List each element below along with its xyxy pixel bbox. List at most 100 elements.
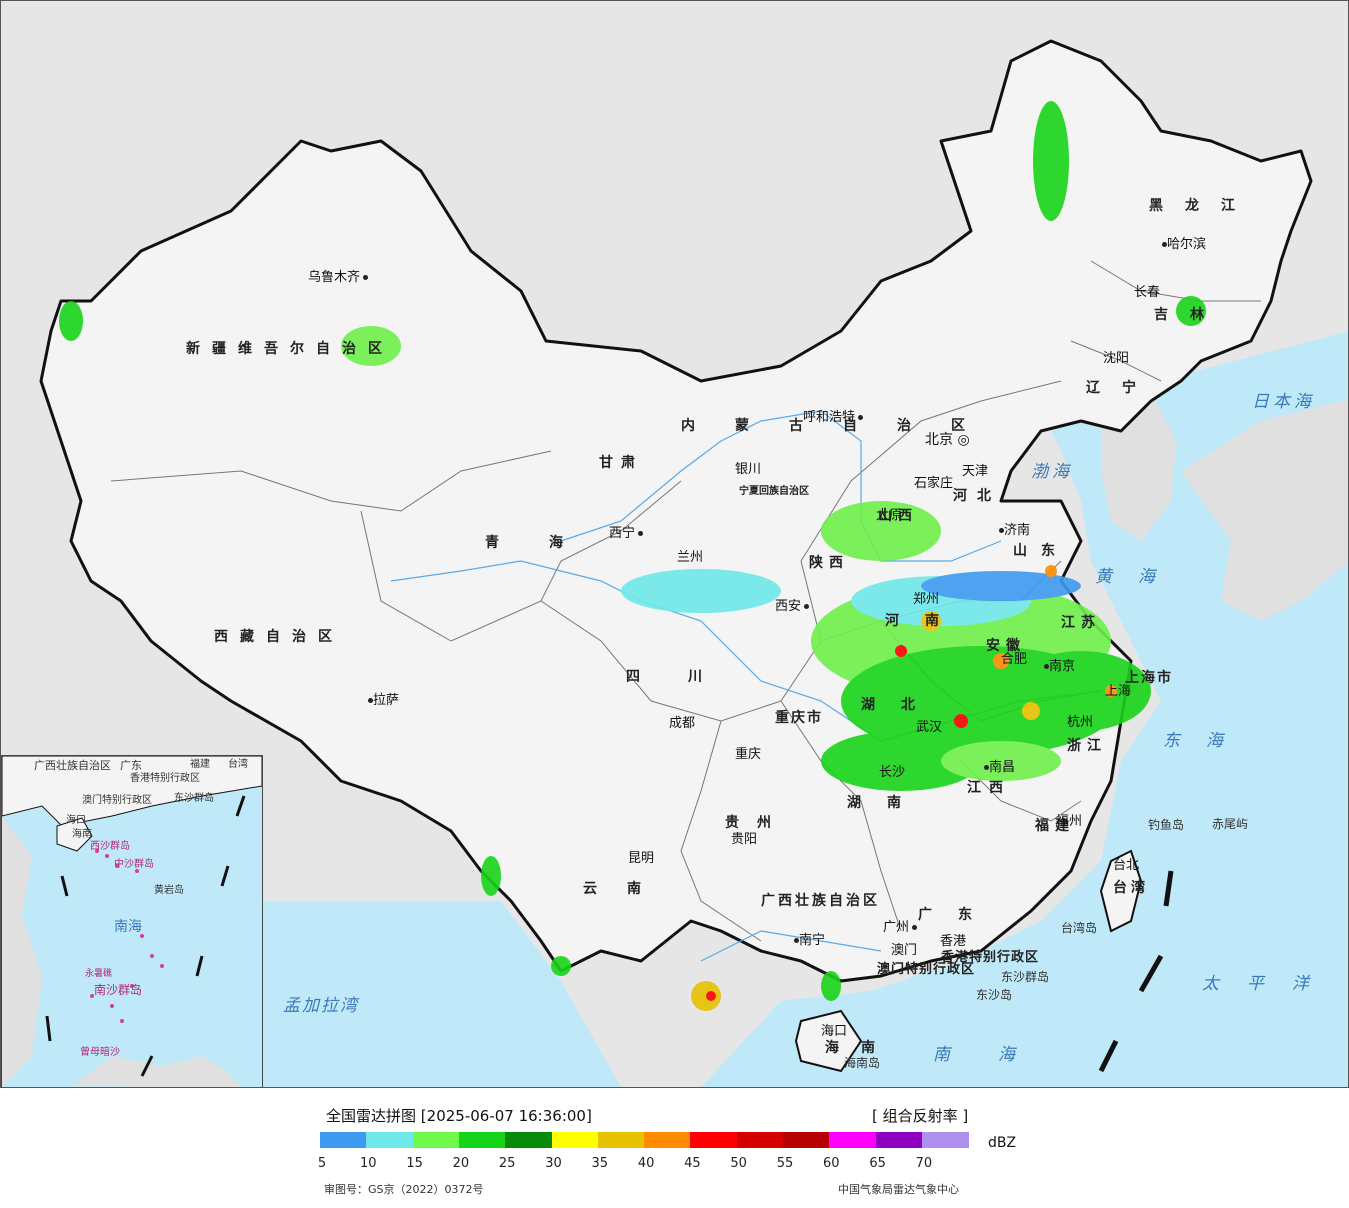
city-label-shijiazhuang: 石家庄 bbox=[914, 476, 954, 491]
city-label-nanning: 南宁 bbox=[791, 934, 825, 947]
province-label-shaanxi: 陕西 bbox=[809, 555, 849, 571]
city-label-wuhan: 武汉 bbox=[916, 720, 943, 735]
color-scale-tick-label: 65 bbox=[869, 1156, 886, 1171]
province-label-heilongjiang: 黑龙江 bbox=[1149, 198, 1257, 214]
city-label-urumqi: 乌鲁木齐 bbox=[308, 271, 369, 284]
legend-unit: dBZ bbox=[988, 1135, 1017, 1151]
city-label-shanghai: 上海 bbox=[1105, 684, 1132, 699]
city-label-changsha: 长沙 bbox=[879, 765, 906, 780]
city-label-zhengzhou: 郑州 bbox=[913, 592, 940, 607]
province-label-neimenggu: 内蒙古自治区 bbox=[681, 418, 1005, 434]
province-label-anhui: 安徽 bbox=[986, 638, 1026, 654]
taiwan-island bbox=[1099, 849, 1143, 933]
inset-label-huangyan: 黄岩岛 bbox=[154, 885, 184, 896]
south-china-sea-inset: 广西壮族自治区 广东 福建 台湾 香港特别行政区 澳门特别行政区 东沙群岛 海口… bbox=[1, 755, 263, 1087]
city-label-nanchang: 南昌 bbox=[981, 761, 1015, 774]
radar-map: 新疆维吾尔自治区 西藏自治区 青海 甘肃 内蒙古自治区 黑龙江 吉林 辽宁 河北… bbox=[0, 0, 1349, 1088]
city-label-beijing: 北京 ◎ bbox=[925, 432, 970, 448]
color-scale-tick-label: 30 bbox=[545, 1156, 562, 1171]
sea-label-japan: 日本海 bbox=[1252, 392, 1315, 412]
color-scale-swatch bbox=[736, 1132, 784, 1148]
map-canvas bbox=[39, 39, 1348, 1087]
island-label-chiwei: 赤尾屿 bbox=[1212, 817, 1249, 831]
color-scale-tick-label: 20 bbox=[452, 1156, 470, 1171]
inset-label-macau: 澳门特别行政区 bbox=[82, 795, 152, 806]
province-label-jilin: 吉林 bbox=[1154, 307, 1226, 323]
boundary-dashes bbox=[1098, 870, 1174, 1073]
color-scale-swatch bbox=[458, 1132, 506, 1148]
legend-title: 全国雷达拼图 [2025-06-07 16:36:00] bbox=[326, 1107, 592, 1125]
province-label-ningxia: 宁夏回族自治区 bbox=[739, 486, 809, 497]
inset-label-yongshu: 永暑礁 bbox=[85, 969, 113, 979]
city-label-changchun: 长春 bbox=[1134, 285, 1161, 300]
color-scale-swatch bbox=[366, 1132, 414, 1148]
province-label-gansu: 甘肃 bbox=[599, 455, 643, 471]
province-label-chongqing: 重庆市 bbox=[775, 710, 823, 726]
inset-label-taiwan: 台湾 bbox=[228, 759, 248, 770]
city-label-xining: 西宁 bbox=[609, 527, 644, 540]
color-scale-swatch bbox=[412, 1132, 460, 1148]
color-scale-tick-label: 60 bbox=[823, 1156, 840, 1171]
review-number: 审图号：GS京（2022）0372号 bbox=[324, 1183, 484, 1196]
color-scale-swatch bbox=[829, 1132, 877, 1148]
color-scale-tick-label: 25 bbox=[498, 1156, 516, 1171]
color-scale-swatch bbox=[690, 1132, 738, 1148]
city-label-guiyang: 贵阳 bbox=[731, 832, 758, 847]
bay-of-bengal bbox=[201, 901, 621, 1087]
sea-label-donghai: 东海 bbox=[1163, 731, 1249, 751]
inset-label-hainan: 海南 bbox=[72, 829, 92, 840]
city-label-kunming: 昆明 bbox=[628, 851, 655, 866]
city-label-lhasa: 拉萨 bbox=[365, 694, 399, 707]
radar-echoes bbox=[59, 101, 1206, 1011]
city-label-haikou: 海口 bbox=[821, 1024, 848, 1039]
province-label-hunan: 湖南 bbox=[847, 795, 927, 811]
city-label-nanjing: 南京 bbox=[1041, 660, 1075, 673]
color-scale-swatch bbox=[783, 1132, 830, 1148]
inset-label-guangxi: 广西壮族自治区 bbox=[34, 759, 111, 772]
color-scale-swatch bbox=[551, 1132, 599, 1148]
inset-label-xisha: 西沙群岛 bbox=[90, 841, 130, 852]
inset-label-dongsha: 东沙群岛 bbox=[174, 793, 214, 804]
inset-label-haikou: 海口 bbox=[66, 815, 86, 826]
province-label-jiangsu: 江苏 bbox=[1061, 615, 1101, 631]
hainan-island bbox=[794, 1009, 863, 1073]
color-scale-swatch bbox=[875, 1132, 923, 1148]
inset-label-nanhai: 南海 bbox=[114, 919, 142, 935]
inset-label-nansha: 南沙群岛 bbox=[94, 983, 143, 997]
city-label-hohhot: 呼和浩特 bbox=[803, 411, 864, 424]
island-label-taiwan: 台湾岛 bbox=[1061, 921, 1098, 935]
province-label-fujian: 福建 bbox=[1035, 818, 1075, 834]
city-label-guangzhou: 广州 bbox=[883, 921, 918, 934]
city-label-hangzhou: 杭州 bbox=[1067, 715, 1094, 730]
color-scale-tick-label: 45 bbox=[684, 1156, 701, 1171]
province-label-guizhou: 贵州 bbox=[725, 815, 789, 831]
city-label-taipei: 台北 bbox=[1113, 858, 1140, 873]
color-scale-tick-label: 55 bbox=[776, 1156, 794, 1171]
city-label-fuzhou: 福州 bbox=[1056, 814, 1083, 829]
inset-label-zhongsha: 中沙群岛 bbox=[114, 859, 154, 870]
color-scale-tick-label: 70 bbox=[915, 1156, 933, 1171]
province-label-shanghai: 上海市 bbox=[1125, 670, 1173, 686]
color-scale-tick-label: 40 bbox=[637, 1156, 655, 1171]
province-label-xizang: 西藏自治区 bbox=[214, 629, 344, 645]
color-scale-swatch bbox=[320, 1132, 367, 1148]
province-label-henan: 河南 bbox=[885, 613, 965, 629]
province-label-qinghai: 青海 bbox=[485, 535, 613, 551]
inset-canvas bbox=[2, 756, 262, 1087]
island-label-dongsha: 东沙岛 bbox=[976, 988, 1013, 1002]
province-label-taiwan: 台湾 bbox=[1113, 880, 1149, 896]
city-label-yinchuan: 银川 bbox=[735, 462, 762, 477]
city-label-harbin: 哈尔滨 bbox=[1159, 238, 1206, 251]
sea-label-huanghai: 黄海 bbox=[1095, 567, 1181, 587]
sea-label-bohai: 渤海 bbox=[1031, 462, 1073, 482]
legend-panel: 全国雷达拼图 [2025-06-07 16:36:00] [ 组合反射率 ] 5… bbox=[0, 1088, 1349, 1208]
province-label-jiangxi: 江西 bbox=[967, 780, 1011, 796]
color-scale-tick-label: 10 bbox=[360, 1156, 377, 1171]
city-label-chengdu: 成都 bbox=[669, 716, 696, 731]
city-label-taiyuan: 太原 bbox=[876, 508, 903, 523]
legend-product: [ 组合反射率 ] bbox=[872, 1107, 969, 1125]
japan-land bbox=[1181, 401, 1348, 621]
province-label-hebei: 河北 bbox=[953, 488, 1001, 504]
city-label-lanzhou: 兰州 bbox=[677, 550, 704, 565]
inset-label-guangdong: 广东 bbox=[120, 759, 142, 772]
